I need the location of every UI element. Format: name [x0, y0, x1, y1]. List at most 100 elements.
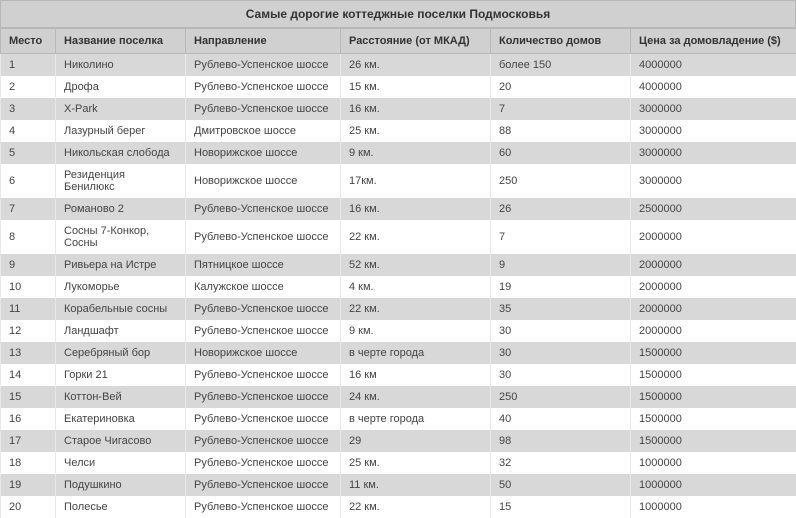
- table-cell: Новорижское шоссе: [186, 164, 341, 198]
- table-row: 14Горки 21Рублево-Успенское шоссе16 км30…: [1, 364, 796, 386]
- table-row: 9Ривьера на ИстреПятницкое шоссе52 км.92…: [1, 254, 796, 276]
- table-cell: Рублево-Успенское шоссе: [186, 496, 341, 518]
- table-cell: Рублево-Успенское шоссе: [186, 320, 341, 342]
- table-cell: Рублево-Успенское шоссе: [186, 98, 341, 120]
- header-price: Цена за домовладение ($): [631, 29, 796, 54]
- table-cell: 16 км.: [341, 98, 491, 120]
- table-cell: 16 км.: [341, 198, 491, 220]
- header-row: Место Название поселка Направление Расст…: [1, 29, 796, 54]
- table-cell: Дмитровское шоссе: [186, 120, 341, 142]
- table-row: 7Романово 2Рублево-Успенское шоссе16 км.…: [1, 198, 796, 220]
- table-cell: 12: [1, 320, 56, 342]
- table-cell: Старое Чигасово: [56, 430, 186, 452]
- table-cell: 60: [491, 142, 631, 164]
- table-cell: 1000000: [631, 474, 796, 496]
- table-cell: 17км.: [341, 164, 491, 198]
- table-row: 5Никольская слободаНоворижское шоссе9 км…: [1, 142, 796, 164]
- table-cell: Рублево-Успенское шоссе: [186, 386, 341, 408]
- header-houses: Количество домов: [491, 29, 631, 54]
- table-cell: Сосны 7-Конкор, Сосны: [56, 220, 186, 254]
- table-cell: 7: [491, 98, 631, 120]
- table-cell: 29: [341, 430, 491, 452]
- table-row: 20ПолесьеРублево-Успенское шоссе22 км.15…: [1, 496, 796, 518]
- table-cell: 3: [1, 98, 56, 120]
- table-cell: Рублево-Успенское шоссе: [186, 76, 341, 98]
- table-cell: Рублево-Успенское шоссе: [186, 298, 341, 320]
- table-cell: 1500000: [631, 408, 796, 430]
- villages-table: Место Название поселка Направление Расст…: [0, 28, 796, 518]
- table-row: 2ДрофаРублево-Успенское шоссе15 км.20400…: [1, 76, 796, 98]
- table-cell: Калужское шоссе: [186, 276, 341, 298]
- table-cell: Челси: [56, 452, 186, 474]
- table-cell: Рублево-Успенское шоссе: [186, 54, 341, 77]
- table-cell: 11: [1, 298, 56, 320]
- table-row: 1НиколиноРублево-Успенское шоссе26 км.бо…: [1, 54, 796, 77]
- table-cell: 1: [1, 54, 56, 77]
- table-cell: Ландшафт: [56, 320, 186, 342]
- table-cell: Рублево-Успенское шоссе: [186, 408, 341, 430]
- header-place: Место: [1, 29, 56, 54]
- table-cell: 50: [491, 474, 631, 496]
- table-cell: 2000000: [631, 254, 796, 276]
- table-cell: 17: [1, 430, 56, 452]
- table-cell: 1500000: [631, 430, 796, 452]
- table-cell: 9 км.: [341, 320, 491, 342]
- table-cell: 8: [1, 220, 56, 254]
- table-cell: 22 км.: [341, 220, 491, 254]
- header-distance: Расстояние (от МКАД): [341, 29, 491, 54]
- table-cell: Коттон-Вей: [56, 386, 186, 408]
- table-cell: Рублево-Успенское шоссе: [186, 220, 341, 254]
- table-cell: 4 км.: [341, 276, 491, 298]
- table-cell: 25 км.: [341, 120, 491, 142]
- header-direction: Направление: [186, 29, 341, 54]
- table-cell: 1500000: [631, 342, 796, 364]
- table-container: Самые дорогие коттеджные поселки Подмоск…: [0, 0, 796, 518]
- table-row: 18ЧелсиРублево-Успенское шоссе25 км.3210…: [1, 452, 796, 474]
- table-cell: 3000000: [631, 98, 796, 120]
- table-row: 11Корабельные сосныРублево-Успенское шос…: [1, 298, 796, 320]
- table-cell: 22 км.: [341, 298, 491, 320]
- table-cell: Серебряный бор: [56, 342, 186, 364]
- table-cell: Корабельные сосны: [56, 298, 186, 320]
- table-cell: 2000000: [631, 276, 796, 298]
- table-cell: Горки 21: [56, 364, 186, 386]
- table-cell: Рублево-Успенское шоссе: [186, 198, 341, 220]
- table-title: Самые дорогие коттеджные поселки Подмоск…: [0, 0, 796, 28]
- table-cell: Рублево-Успенское шоссе: [186, 364, 341, 386]
- table-cell: Романово 2: [56, 198, 186, 220]
- table-cell: 40: [491, 408, 631, 430]
- table-cell: 9: [1, 254, 56, 276]
- table-cell: 13: [1, 342, 56, 364]
- table-cell: Екатериновка: [56, 408, 186, 430]
- table-cell: 2500000: [631, 198, 796, 220]
- table-cell: в черте города: [341, 342, 491, 364]
- table-cell: 18: [1, 452, 56, 474]
- table-cell: 26: [491, 198, 631, 220]
- table-cell: 7: [1, 198, 56, 220]
- table-cell: Дрофа: [56, 76, 186, 98]
- table-cell: 16 км: [341, 364, 491, 386]
- table-cell: 11 км.: [341, 474, 491, 496]
- table-cell: Подушкино: [56, 474, 186, 496]
- table-cell: 30: [491, 320, 631, 342]
- table-cell: 30: [491, 364, 631, 386]
- table-cell: 2000000: [631, 320, 796, 342]
- table-cell: 5: [1, 142, 56, 164]
- table-cell: 1500000: [631, 386, 796, 408]
- table-cell: Рублево-Успенское шоссе: [186, 452, 341, 474]
- table-cell: Новорижское шоссе: [186, 142, 341, 164]
- table-cell: 19: [491, 276, 631, 298]
- table-cell: 4000000: [631, 76, 796, 98]
- table-cell: Резиденция Бенилюкс: [56, 164, 186, 198]
- table-row: 17Старое ЧигасовоРублево-Успенское шоссе…: [1, 430, 796, 452]
- table-cell: 2000000: [631, 220, 796, 254]
- table-cell: 20: [491, 76, 631, 98]
- table-cell: 1000000: [631, 452, 796, 474]
- table-cell: Пятницкое шоссе: [186, 254, 341, 276]
- table-cell: 9 км.: [341, 142, 491, 164]
- table-cell: 16: [1, 408, 56, 430]
- table-row: 19ПодушкиноРублево-Успенское шоссе11 км.…: [1, 474, 796, 496]
- table-cell: 2000000: [631, 298, 796, 320]
- table-cell: 1000000: [631, 496, 796, 518]
- table-cell: Николино: [56, 54, 186, 77]
